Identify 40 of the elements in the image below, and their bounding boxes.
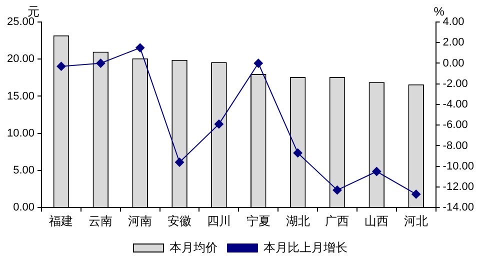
y-tick-label: 5.00 bbox=[13, 164, 35, 177]
y2-tick-label: 2.00 bbox=[442, 36, 464, 49]
x-tick-label: 河北 bbox=[404, 214, 428, 228]
y2-tick-label: -14.00 bbox=[442, 202, 474, 214]
y2-tick-label: -12.00 bbox=[442, 181, 474, 194]
x-tick-label: 福建 bbox=[49, 214, 74, 228]
y-tick-label: 25.00 bbox=[6, 16, 35, 28]
x-tick-label: 山西 bbox=[364, 214, 389, 228]
point bbox=[254, 58, 263, 68]
legend-label: 本月比上月增长 bbox=[264, 240, 348, 254]
y2-tick-label: -8.00 bbox=[442, 140, 468, 152]
x-tick-label: 河南 bbox=[128, 214, 152, 228]
y-tick-label: 10.00 bbox=[6, 127, 35, 140]
y2-axis-title: % bbox=[434, 4, 445, 18]
point bbox=[56, 62, 66, 71]
y-tick-label: 0.00 bbox=[13, 202, 35, 214]
point bbox=[96, 58, 106, 68]
x-tick-label: 宁夏 bbox=[246, 214, 270, 228]
y2-tick-label: -6.00 bbox=[442, 119, 468, 132]
y-tick-label: 15.00 bbox=[6, 90, 35, 102]
point bbox=[214, 120, 224, 129]
x-tick-label: 湖北 bbox=[286, 214, 310, 228]
y2-tick-label: -4.00 bbox=[442, 98, 468, 111]
point bbox=[175, 158, 184, 167]
x-tick-label: 四川 bbox=[206, 214, 231, 228]
y2-tick-label: -10.00 bbox=[442, 160, 474, 172]
x-tick-label: 云南 bbox=[88, 214, 113, 228]
y2-tick-label: 0.00 bbox=[442, 57, 464, 70]
y2-tick-label: 4.00 bbox=[442, 16, 464, 28]
y-axis-title: 元 bbox=[28, 4, 40, 18]
y2-tick-label: -2.00 bbox=[442, 78, 468, 90]
x-tick-label: 安徽 bbox=[168, 214, 192, 228]
point bbox=[412, 190, 421, 199]
x-tick-label: 广西 bbox=[325, 214, 350, 228]
point bbox=[372, 167, 382, 176]
y-tick-label: 20.00 bbox=[6, 53, 35, 66]
point bbox=[332, 186, 342, 195]
point bbox=[136, 43, 145, 52]
point bbox=[293, 148, 302, 158]
legend-label: 本月均价 bbox=[170, 240, 218, 254]
